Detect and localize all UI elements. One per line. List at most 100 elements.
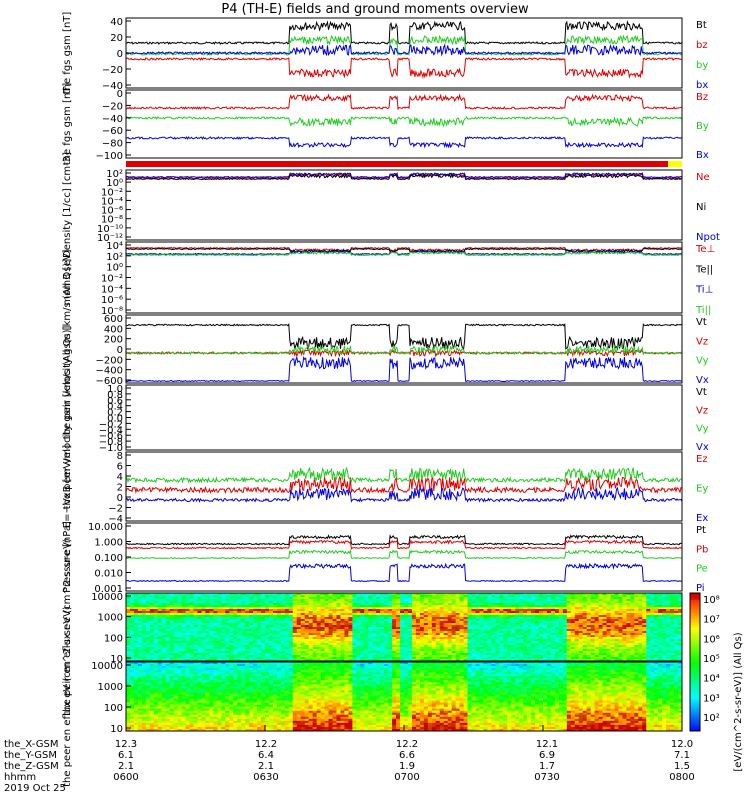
spectrogram-cell xyxy=(261,619,266,622)
spectrogram-cell xyxy=(598,623,603,626)
spectrogram-cell xyxy=(340,617,345,620)
spectrogram-cell xyxy=(141,639,147,642)
spectrogram-cell xyxy=(372,615,377,618)
spectrogram-cell xyxy=(137,597,143,600)
spectrogram-cell xyxy=(531,613,536,616)
spectrogram-cell xyxy=(578,619,584,622)
spectrogram-cell xyxy=(419,593,425,596)
spectrogram-cell xyxy=(372,651,377,654)
spectrogram-cell xyxy=(495,637,500,640)
spectrogram-cell xyxy=(356,619,361,622)
spectrogram-cell xyxy=(646,645,651,648)
spectrogram-cell xyxy=(340,645,345,648)
spectrogram-cell xyxy=(161,625,167,628)
spectrogram-cell xyxy=(606,627,611,630)
spectrogram-cell xyxy=(515,597,520,600)
spectrogram-cell xyxy=(662,607,667,610)
spectrogram-cell xyxy=(340,605,345,608)
spectrogram-cell xyxy=(435,653,441,656)
spectrogram-cell xyxy=(554,637,560,640)
spectrogram-cell xyxy=(646,651,651,654)
spectrogram-cell xyxy=(213,595,218,598)
spectrogram-cell xyxy=(662,595,667,598)
spectrogram-cell xyxy=(233,617,238,620)
spectrogram-cell xyxy=(296,653,302,656)
spectrogram-cell xyxy=(261,611,266,614)
spectrogram-cell xyxy=(161,617,167,620)
spectrogram-cell xyxy=(296,623,302,626)
spectrogram-cell xyxy=(507,615,512,618)
spectrogram-cell xyxy=(129,655,135,658)
spectrogram-cell xyxy=(161,659,167,662)
spectrogram-cell xyxy=(507,613,512,616)
spectrogram-cell xyxy=(173,605,179,608)
spectrogram-cell xyxy=(141,597,147,600)
legend-Pb: Pb xyxy=(696,544,708,555)
spectrogram-cell xyxy=(674,635,679,638)
spectrogram-cell xyxy=(511,623,516,626)
spectrogram-cell xyxy=(511,609,516,612)
spectrogram-cell xyxy=(153,617,159,620)
spectrogram-cell xyxy=(328,655,333,658)
spectrogram-cell xyxy=(276,643,282,646)
spectrogram-cell xyxy=(618,593,623,596)
spectrogram-cell xyxy=(233,599,238,602)
spectrogram-cell xyxy=(618,641,623,644)
spectrogram-cell xyxy=(507,607,512,610)
spectrogram-cell xyxy=(455,615,460,618)
spectrogram-cell xyxy=(499,609,504,612)
spectrogram-cell xyxy=(483,613,488,616)
spectrogram-cell xyxy=(280,607,286,610)
spectrogram-cell xyxy=(423,657,429,660)
spectrogram-cell xyxy=(626,597,631,600)
spectrogram-cell xyxy=(308,655,314,658)
spectrogram-cell xyxy=(586,631,592,634)
spectrogram-cell xyxy=(610,639,615,642)
legend-Ti⊥: Ti⊥ xyxy=(695,285,713,296)
spectrogram-cell xyxy=(380,633,385,636)
spectrogram-cell xyxy=(578,593,584,596)
spectrogram-cell xyxy=(662,611,667,614)
spectrogram-cell xyxy=(602,593,607,596)
series-line-bz xyxy=(125,57,683,79)
spectrogram-cell xyxy=(670,611,675,614)
spectrogram-cell xyxy=(539,647,544,650)
spectrogram-cell xyxy=(384,621,389,624)
spectrogram-cell xyxy=(360,607,365,610)
spectrogram-cell xyxy=(674,625,679,628)
spectrogram-cell xyxy=(487,635,492,638)
spectrogram-cell xyxy=(503,625,508,628)
spectrogram-cell xyxy=(145,637,151,640)
spectrogram-cell xyxy=(523,635,528,638)
spectrogram-cell xyxy=(126,676,131,679)
spectrogram-cell xyxy=(181,659,186,662)
spectrogram-cell xyxy=(435,607,441,610)
ytick-label: 10.000 xyxy=(88,522,123,533)
spectrogram-cell xyxy=(610,621,615,624)
spectrogram-cell xyxy=(642,627,647,630)
spectrogram-cell xyxy=(546,651,552,654)
spectrogram-cell xyxy=(245,619,250,622)
spectrogram-cell xyxy=(531,627,536,630)
spectrogram-cell xyxy=(447,637,453,640)
spectrogram-cell xyxy=(499,621,504,624)
spectrogram-cell xyxy=(407,631,413,634)
spectrogram-cell xyxy=(439,595,445,598)
spectrogram-cell xyxy=(630,615,635,618)
spectrogram-cell xyxy=(455,627,460,630)
spectrogram-cell xyxy=(666,647,671,650)
spectrogram-cell xyxy=(479,647,484,650)
spectrogram-cell xyxy=(531,643,536,646)
spectrogram-cell xyxy=(241,647,246,650)
spectrogram-cell xyxy=(276,621,282,624)
spectrogram-cell xyxy=(237,641,242,644)
spectrogram-cell xyxy=(368,635,373,638)
spectrogram-cell xyxy=(550,641,556,644)
spectrogram-cell xyxy=(658,611,663,614)
spectrogram-cell xyxy=(288,597,294,600)
spectrogram-cell xyxy=(622,645,627,648)
spectrogram-cell xyxy=(658,657,663,660)
spectrogram-cell xyxy=(272,601,278,604)
spectrogram-cell xyxy=(261,635,266,638)
spectrogram-cell xyxy=(578,621,584,624)
